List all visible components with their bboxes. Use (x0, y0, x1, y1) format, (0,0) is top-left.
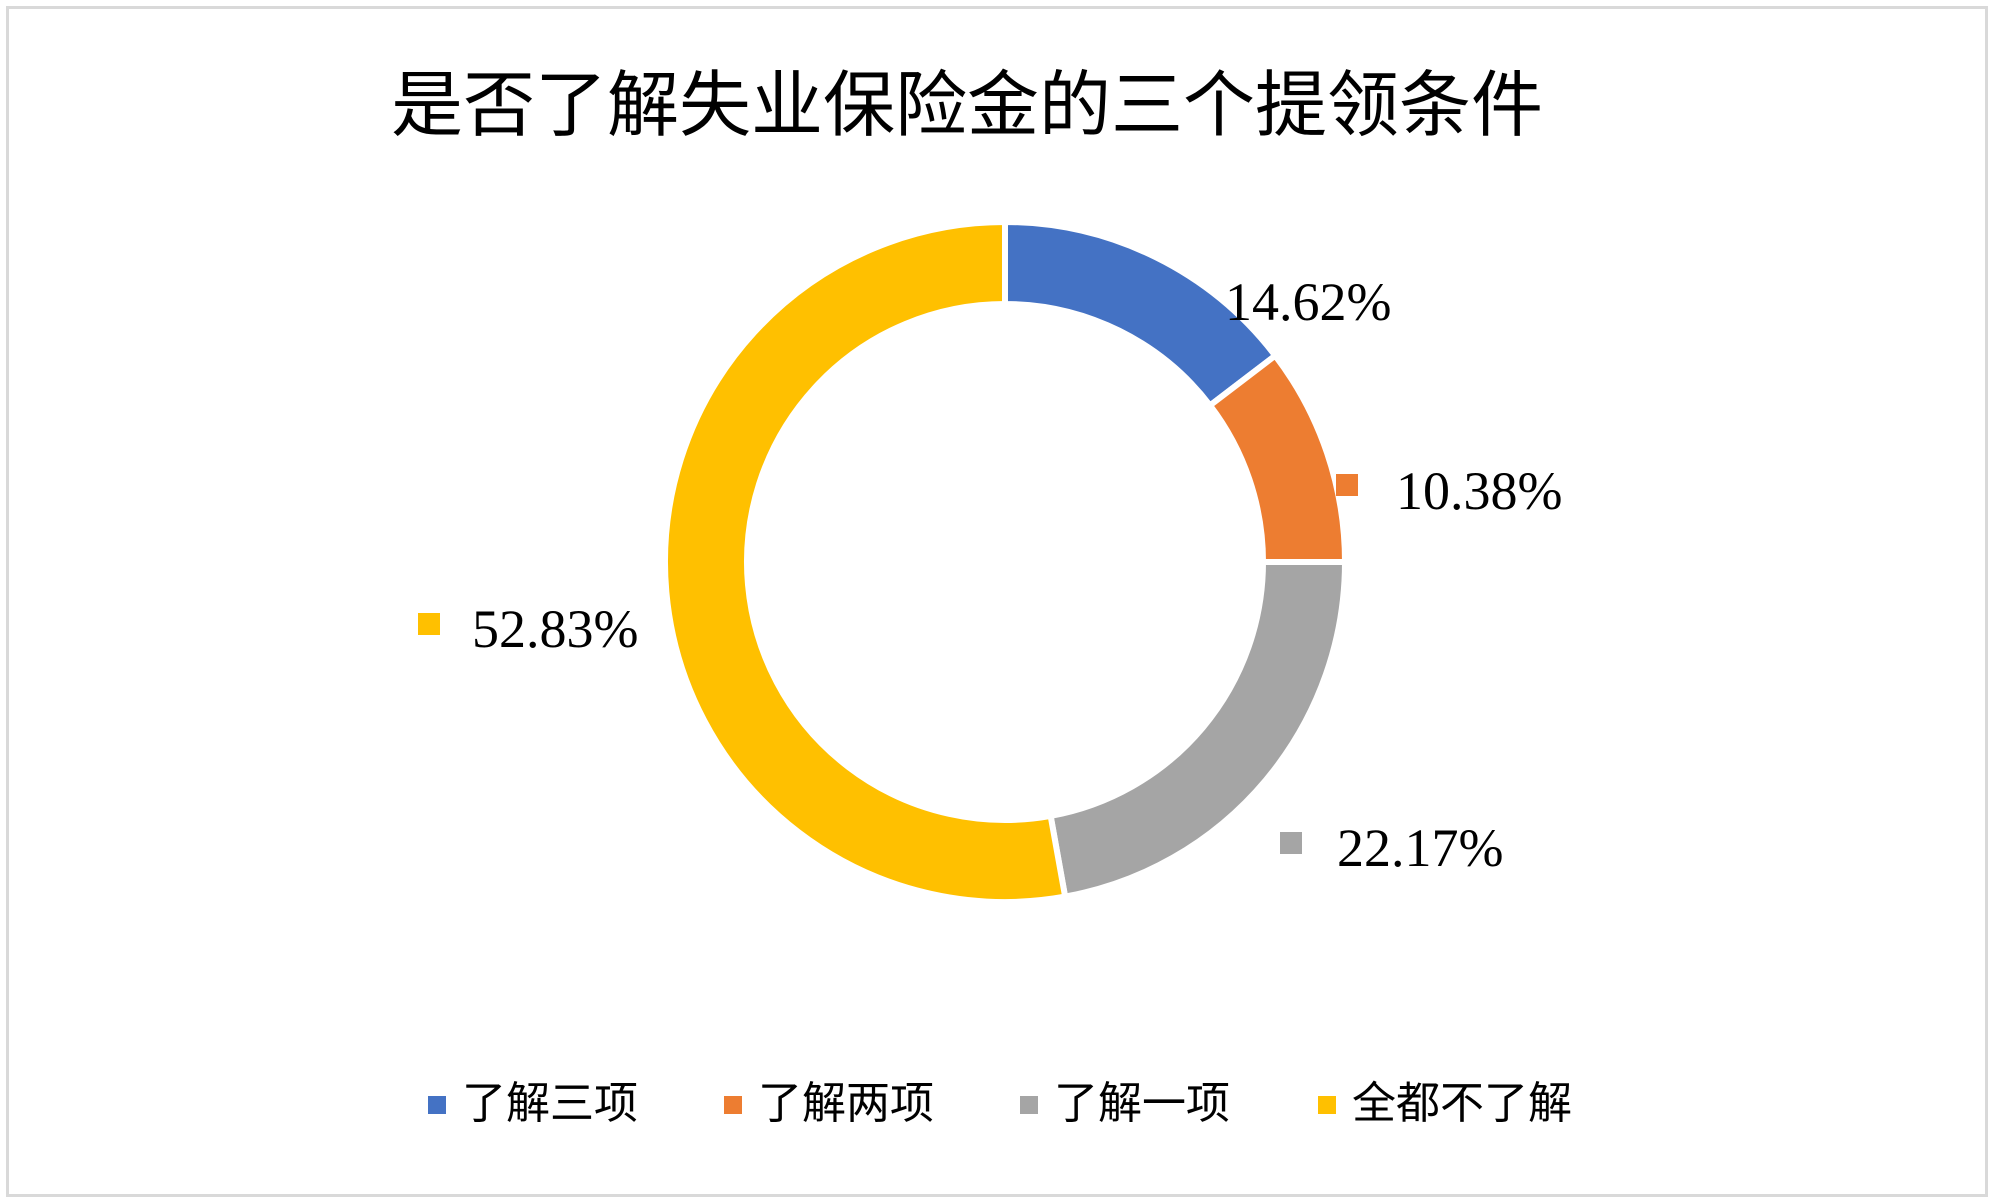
legend-marker-1 (428, 1096, 446, 1114)
legend-label-2: 了解两项 (758, 1078, 934, 1129)
data-label-marker-4 (418, 613, 440, 635)
legend: 了解三项 了解两项 了解一项 全都不了解 (428, 1078, 1572, 1129)
data-label-marker-2 (1336, 474, 1358, 496)
data-label-2: 10.38% (1396, 461, 1562, 521)
chart-title: 是否了解失业保险金的三个提领条件 (390, 63, 1543, 147)
data-label-marker-3 (1280, 832, 1302, 854)
legend-marker-2 (724, 1096, 742, 1114)
legend-label-3: 了解一项 (1054, 1078, 1230, 1129)
legend-label-1: 了解三项 (462, 1078, 638, 1129)
slice-4 (662, 218, 1069, 905)
data-label-3: 22.17% (1337, 818, 1503, 878)
doughnut-slices (662, 218, 1349, 905)
legend-marker-4 (1318, 1096, 1336, 1114)
data-label-1: 14.62% (1225, 272, 1391, 332)
data-label-4: 52.83% (472, 599, 638, 659)
legend-marker-3 (1020, 1096, 1038, 1114)
legend-label-4: 全都不了解 (1352, 1078, 1572, 1129)
slice-2 (1205, 351, 1349, 565)
data-labels: 14.62% 10.38% 22.17% 52.83% (418, 272, 1562, 878)
data-label-marker-1 (1166, 286, 1188, 308)
chart-frame: 是否了解失业保险金的三个提领条件 (6, 6, 1988, 1197)
